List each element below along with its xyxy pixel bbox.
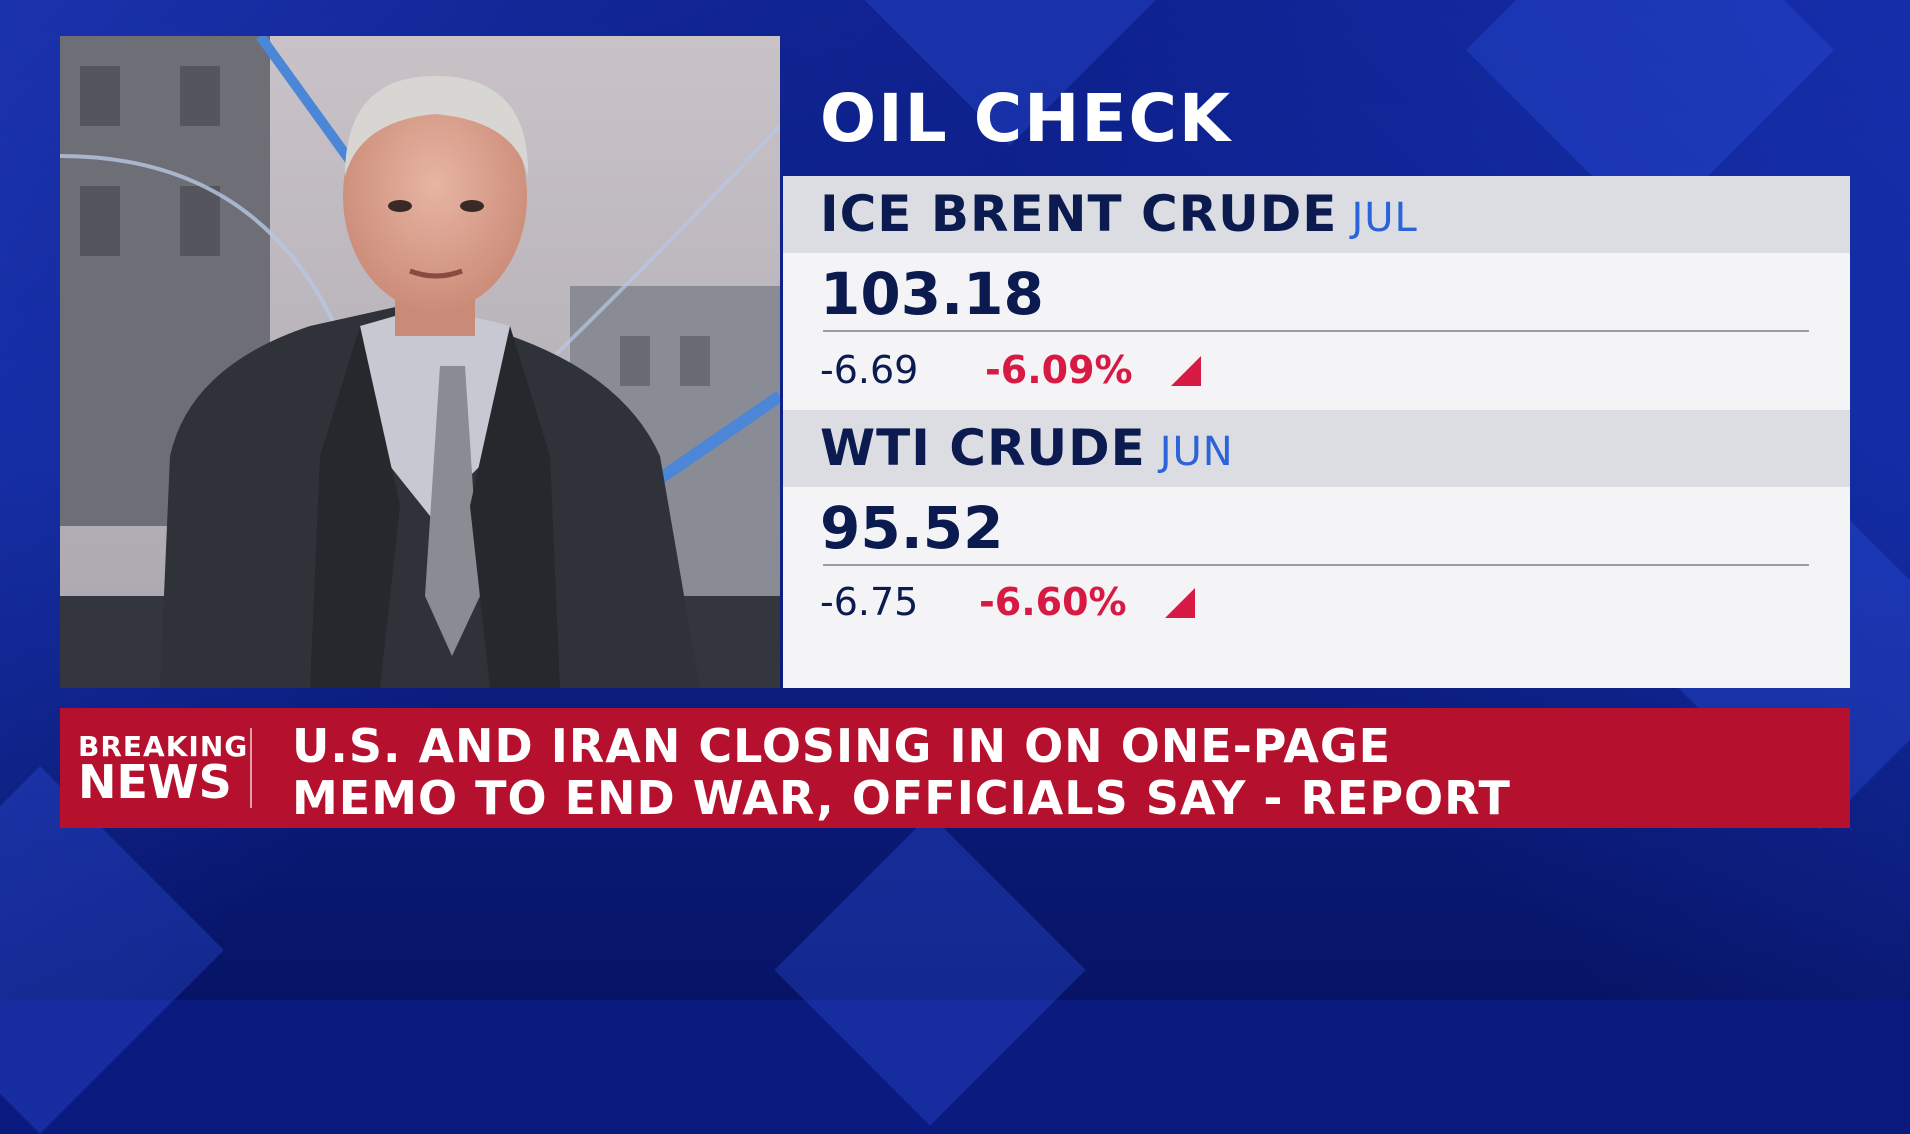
commodity-price: 103.18 bbox=[820, 260, 1044, 328]
breaking-news-label: BREAKING NEWS bbox=[78, 730, 249, 809]
divider bbox=[823, 330, 1809, 332]
price-change: -6.69 bbox=[820, 348, 919, 392]
breaking-news-banner: BREAKING NEWS U.S. AND IRAN CLOSING IN O… bbox=[60, 708, 1850, 828]
oil-prices-panel: ICE BRENT CRUDE JUL 103.18 -6.69 -6.09% W… bbox=[783, 176, 1850, 688]
contract-month: JUN bbox=[1159, 429, 1234, 475]
graphic-title: OIL CHECK bbox=[820, 80, 1233, 157]
price-change: -6.75 bbox=[820, 580, 919, 624]
commodity-header-brent: ICE BRENT CRUDE JUL bbox=[783, 176, 1850, 253]
banner-separator bbox=[250, 728, 252, 808]
contract-month: JUL bbox=[1351, 195, 1418, 241]
anchor-video-illustration bbox=[60, 36, 780, 688]
commodity-price: 95.52 bbox=[820, 494, 1004, 562]
video-feed bbox=[60, 36, 780, 688]
commodity-name: WTI CRUDE JUN bbox=[820, 419, 1234, 477]
commodity-name: ICE BRENT CRUDE JUL bbox=[820, 185, 1418, 243]
divider bbox=[823, 564, 1809, 566]
percent-change: -6.60% bbox=[979, 580, 1127, 624]
down-triangle-icon bbox=[1165, 588, 1195, 618]
commodity-header-wti: WTI CRUDE JUN bbox=[783, 410, 1850, 487]
percent-change: -6.09% bbox=[985, 348, 1133, 392]
news-headline: U.S. AND IRAN CLOSING IN ON ONE-PAGE MEM… bbox=[292, 719, 1511, 825]
down-triangle-icon bbox=[1171, 356, 1201, 386]
